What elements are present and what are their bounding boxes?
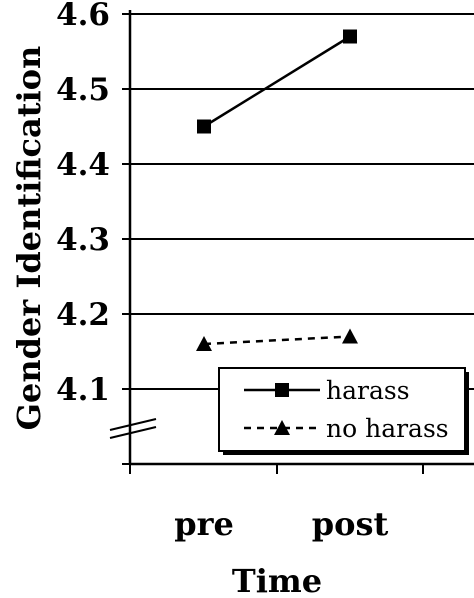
x-axis-title: Time	[232, 562, 322, 598]
square-marker	[343, 29, 357, 44]
axis-break-mark	[109, 418, 157, 431]
axes	[109, 10, 474, 474]
square-marker	[275, 383, 289, 397]
gridlines	[130, 13, 474, 390]
y-axis-title: Gender Identification	[10, 46, 48, 431]
x-category-label: post	[312, 505, 389, 543]
triangle-marker	[196, 336, 212, 351]
legend-box	[218, 367, 466, 452]
legend-label: harass	[326, 376, 410, 405]
series-harass	[197, 29, 357, 134]
y-tick-label: 4.3	[56, 222, 110, 258]
series-line	[203, 35, 351, 128]
series-line	[203, 335, 351, 346]
series-no-harass	[196, 328, 358, 351]
x-category-label: pre	[174, 505, 234, 543]
y-tick-labels: 4.1 4.2 4.3 4.4 4.5 4.6	[56, 0, 110, 408]
legend: harass no harass	[218, 367, 469, 455]
y-tick-label: 4.1	[56, 372, 110, 408]
x-category-labels: pre post	[174, 505, 388, 543]
square-marker	[197, 119, 211, 134]
y-tick-label: 4.6	[56, 0, 110, 33]
legend-label: no harass	[326, 414, 449, 443]
triangle-marker	[274, 420, 290, 435]
series-group	[196, 29, 358, 351]
axis-break-mark	[109, 426, 157, 439]
y-tick-label: 4.5	[56, 72, 110, 108]
y-tick-label: 4.2	[56, 297, 110, 333]
y-tick-label: 4.4	[56, 147, 110, 183]
triangle-marker	[342, 328, 358, 344]
